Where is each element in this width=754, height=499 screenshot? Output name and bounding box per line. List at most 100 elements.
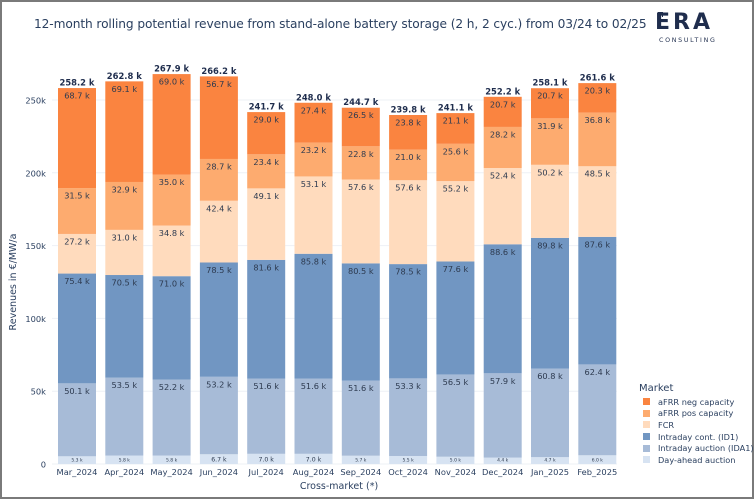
- bar-segment: [58, 233, 96, 274]
- bar-segment: [199, 262, 238, 377]
- bar-segment: [294, 253, 333, 379]
- segment-value-label: 20.7 k: [537, 91, 563, 101]
- segment-value-label: 50.1 k: [64, 386, 90, 396]
- bar-segment: [294, 453, 333, 464]
- bar-segment: [58, 456, 96, 464]
- x-tick-label: Apr_2024: [104, 467, 144, 477]
- segment-value-label: 71.0 k: [159, 279, 185, 289]
- bar-segment: [105, 181, 144, 230]
- segment-value-label: 78.5 k: [206, 265, 232, 275]
- bar-segment: [199, 158, 238, 201]
- bar-segment: [436, 181, 475, 262]
- legend-swatch-icon: [643, 421, 650, 429]
- bar-segment: [531, 164, 569, 238]
- segment-value-label: 21.1 k: [443, 116, 469, 126]
- segment-value-label: 5.3 k: [71, 458, 83, 464]
- x-axis-label: Cross-market (*): [300, 481, 378, 492]
- segment-value-label: 89.8 k: [537, 240, 563, 250]
- bar-segment: [105, 455, 144, 464]
- legend-label: Day-ahead auction: [658, 454, 736, 465]
- total-value-label: 241.7 k: [249, 102, 284, 112]
- x-tick-label: Aug_2024: [293, 467, 334, 477]
- segment-value-label: 29.0 k: [253, 115, 279, 125]
- bar-segment: [389, 180, 428, 265]
- segment-value-label: 57.9 k: [490, 376, 516, 386]
- y-tick-label: 0: [41, 460, 46, 470]
- segment-value-label: 34.8 k: [159, 228, 185, 238]
- legend-label: Intraday cont. (ID1): [658, 431, 739, 442]
- legend-item[interactable]: aFRR pos capacity: [639, 408, 754, 420]
- bar-segment: [389, 455, 428, 464]
- segment-value-label: 52.2 k: [159, 382, 185, 392]
- bar-segment: [294, 142, 333, 177]
- bar-segment: [483, 126, 522, 168]
- segment-value-label: 77.6 k: [443, 264, 469, 274]
- legend-item[interactable]: Intraday auction (IDA1): [639, 442, 754, 454]
- segment-value-label: 53.3 k: [395, 381, 421, 391]
- segment-value-label: 62.4 k: [585, 367, 611, 377]
- bar-segment: [531, 88, 569, 119]
- total-value-label: 248.0 k: [296, 92, 331, 102]
- segment-value-label: 57.6 k: [348, 182, 374, 192]
- segment-value-label: 60.8 k: [537, 371, 563, 381]
- gridlines: [52, 99, 617, 465]
- bar-segment: [436, 261, 475, 375]
- bar-segment: [199, 200, 238, 263]
- legend-label: aFRR pos capacity: [658, 408, 734, 419]
- segment-value-label: 6.7 k: [211, 457, 227, 464]
- legend-label: aFRR neg capacity: [658, 396, 735, 407]
- segment-value-label: 80.5 k: [348, 266, 374, 276]
- bar-segment: [199, 76, 238, 159]
- segment-value-label: 27.2 k: [64, 236, 90, 246]
- legend-title: Market: [639, 383, 674, 394]
- legend-item[interactable]: FCR: [639, 419, 754, 431]
- total-value-label: 241.1 k: [438, 102, 473, 112]
- bar-segment: [341, 380, 380, 456]
- segment-value-label: 35.0 k: [159, 177, 185, 187]
- bar-segment: [58, 188, 96, 234]
- segment-value-label: 53.5 k: [112, 380, 138, 390]
- legend: Market aFRR neg capacity aFRR pos capacit…: [639, 383, 754, 466]
- bar-segment: [341, 179, 380, 264]
- segment-value-label: 5.8 k: [166, 458, 178, 464]
- legend-item[interactable]: Intraday cont. (ID1): [639, 431, 754, 443]
- bar-segment: [294, 378, 333, 454]
- bar-segment: [58, 383, 96, 457]
- segment-value-label: 55.2 k: [443, 184, 469, 194]
- segment-value-label: 70.5 k: [112, 278, 138, 288]
- legend-item[interactable]: Day-ahead auction: [639, 454, 754, 466]
- legend-swatch-icon: [643, 409, 650, 417]
- bar-segment: [483, 244, 522, 374]
- bar-segment: [578, 166, 617, 237]
- legend-swatch-icon: [643, 433, 650, 441]
- bar-segment: [436, 143, 475, 182]
- legend-item[interactable]: aFRR neg capacity: [639, 396, 754, 408]
- bar-segment: [436, 113, 475, 144]
- legend-swatch-icon: [643, 456, 650, 464]
- bar-segment: [247, 188, 286, 260]
- segment-value-label: 5.5 k: [402, 458, 414, 464]
- legend-label: FCR: [658, 419, 675, 430]
- segment-value-label: 88.6 k: [490, 247, 516, 257]
- bars: [58, 74, 617, 464]
- segment-value-label: 69.0 k: [159, 77, 185, 87]
- bar-segment: [531, 368, 569, 458]
- x-tick-label: Mar_2024: [57, 467, 98, 477]
- segment-value-label: 53.2 k: [206, 379, 232, 389]
- bar-segment: [341, 107, 380, 147]
- bar-segment: [294, 102, 333, 143]
- bar-segment: [436, 374, 475, 457]
- bar-segment: [152, 379, 191, 456]
- bar-segment: [389, 149, 428, 181]
- x-tick-label: Dec_2024: [482, 467, 523, 477]
- segment-value-label: 36.8 k: [585, 115, 611, 125]
- segment-value-label: 42.4 k: [206, 203, 232, 213]
- segment-value-label: 31.5 k: [64, 191, 90, 201]
- era-logo: ERA CONSULTING: [652, 10, 722, 46]
- segment-value-label: 85.8 k: [301, 256, 327, 266]
- bar-segment: [199, 376, 238, 455]
- bar-segment: [531, 457, 569, 464]
- segment-value-label: 7.0 k: [259, 457, 275, 464]
- segment-value-label: 25.6 k: [443, 146, 469, 156]
